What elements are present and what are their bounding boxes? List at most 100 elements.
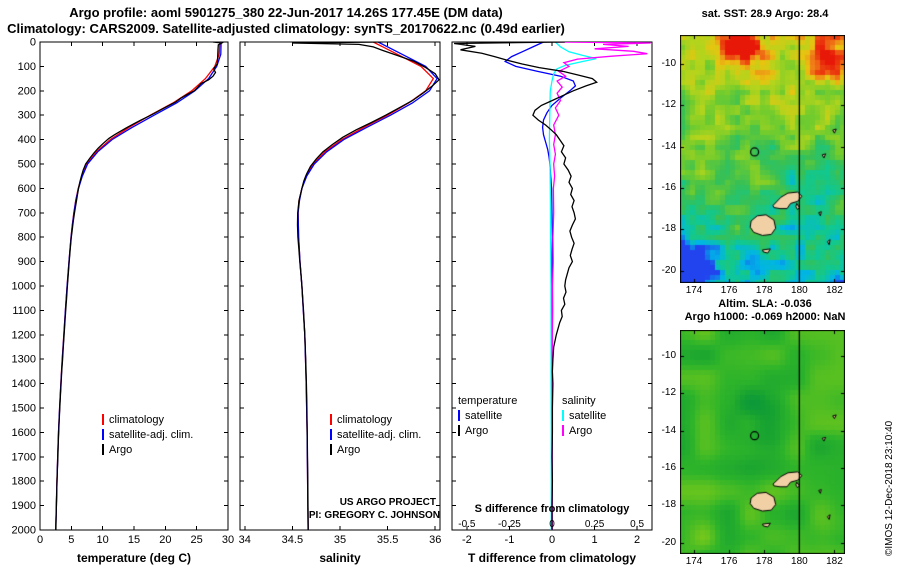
depth-tick-label: 800	[18, 232, 36, 244]
diff-legend-temperature-header: temperature	[458, 394, 518, 407]
legend-label: climatology	[337, 413, 393, 426]
argo-s-line-marker	[562, 425, 564, 436]
map-lat-tick-label: -14	[661, 424, 676, 436]
legend-item-satellite-t: satellite	[458, 408, 517, 423]
map-lat-tick-label: -18	[661, 223, 676, 235]
argo-line-marker	[330, 444, 332, 455]
pi-name-text: PI: GREGORY C. JOHNSON	[308, 510, 440, 521]
profile-line-argo-t	[454, 42, 598, 530]
diff-legend-salinity-header: salinity	[562, 394, 596, 407]
legend-label: Argo	[465, 424, 489, 437]
depth-tick-label: 1600	[12, 427, 36, 439]
depth-tick-label: 1300	[12, 354, 36, 366]
x-tick-label: 34	[239, 534, 251, 546]
figure-title-line1: Argo profile: aoml 5901275_380 22-Jun-20…	[69, 5, 503, 20]
legend-item-satellite-s: satellite	[562, 408, 606, 423]
series-group	[292, 42, 440, 530]
diff-legend-temperature: temperature satellite Argo	[458, 393, 517, 438]
depth-tick-label: 1100	[12, 305, 36, 317]
legend-item-argo: Argo	[330, 442, 421, 457]
legend-label: climatology	[109, 413, 165, 426]
sla-map-title-line2: Argo h1000: -0.069 h2000: NaN	[684, 311, 846, 323]
x-tick-label: 10	[97, 534, 109, 546]
s-tick-label: -0.25	[498, 519, 521, 530]
x-tick-label: 36	[429, 534, 441, 546]
depth-tick-label: 1500	[12, 403, 36, 415]
climatology-line-marker	[330, 414, 332, 425]
map-lat-tick-label: -16	[661, 181, 676, 193]
map-lat-tick-label: -14	[661, 140, 676, 152]
map-lat-tick-label: -10	[661, 350, 676, 362]
x-tick-label: 0	[37, 534, 43, 546]
salinity-axis-label: salinity	[319, 551, 361, 565]
legend-label: Argo	[109, 443, 133, 456]
map-lon-tick-label: 176	[720, 285, 738, 296]
map-lat-tick-label: -16	[661, 462, 676, 474]
x-tick-label: 0	[549, 534, 555, 546]
map-lon-tick-label: 180	[791, 556, 808, 567]
map-lon-tick-label: 178	[755, 556, 773, 567]
legend-label: satellite-adj. clim.	[109, 428, 194, 441]
depth-tick-label: 1700	[12, 451, 36, 463]
profile-line-argo-s	[551, 42, 651, 530]
profile-line-argo	[292, 42, 440, 530]
legend-item-satellite-clim: satellite-adj. clim.	[330, 427, 421, 442]
depth-tick-label: 1000	[12, 281, 36, 293]
map-lon-tick-label: 182	[826, 285, 843, 296]
sst-map-title: sat. SST: 28.9 Argo: 28.4	[701, 8, 829, 20]
figure-title-line2: Climatology: CARS2009. Satellite-adjuste…	[7, 21, 565, 36]
series-group	[454, 42, 651, 530]
sla-map-title-line1: Altim. SLA: -0.036	[718, 298, 812, 310]
sla-map	[680, 330, 845, 554]
s-tick-label: 0.5	[630, 519, 644, 530]
series-group	[55, 42, 224, 530]
x-tick-label: 5	[68, 534, 74, 546]
salinity-legend: climatology satellite-adj. clim. Argo	[330, 412, 421, 457]
sst-map	[680, 35, 845, 283]
s-tick-label: 0.25	[585, 519, 605, 530]
x-tick-label: -2	[462, 534, 472, 546]
depth-tick-label: 200	[18, 85, 36, 97]
x-tick-label: 1	[591, 534, 597, 546]
depth-tick-label: 2000	[12, 525, 36, 537]
profile-line-argo	[55, 42, 224, 530]
legend-item-climatology: climatology	[330, 412, 421, 427]
profile-line-satellite-s	[548, 42, 597, 530]
tdiff-axis-label: T difference from climatology	[467, 551, 637, 565]
map-lat-tick-label: -12	[661, 387, 676, 399]
depth-tick-label: 400	[18, 134, 36, 146]
imos-copyright-text: ©IMOS 12-Dec-2018 23:10:40	[884, 420, 895, 556]
x-tick-label: -1	[505, 534, 515, 546]
satellite-s-line-marker	[562, 410, 564, 421]
climatology-line-marker	[102, 414, 104, 425]
legend-item-satellite-clim: satellite-adj. clim.	[102, 427, 193, 442]
depth-tick-label: 1200	[12, 329, 36, 341]
x-tick-label: 2	[634, 534, 640, 546]
s-tick-label: -0.5	[458, 519, 476, 530]
temperature-legend: climatology satellite-adj. clim. Argo	[102, 412, 193, 457]
us-argo-project-text: US ARGO PROJECT	[339, 497, 436, 508]
temperature-axis-label: temperature (deg C)	[76, 551, 192, 565]
depth-tick-label: 100	[18, 61, 36, 73]
x-tick-label: 35	[334, 534, 346, 546]
depth-tick-label: 600	[18, 183, 36, 195]
depth-tick-label: 1800	[12, 476, 36, 488]
satellite-line-marker	[330, 429, 332, 440]
map-lon-tick-label: 174	[685, 285, 703, 296]
legend-item-argo: Argo	[102, 442, 193, 457]
legend-item-argo-t: Argo	[458, 423, 517, 438]
depth-tick-label: 0	[30, 37, 36, 49]
map-lon-tick-label: 174	[685, 556, 703, 567]
map-lon-tick-label: 182	[826, 556, 843, 567]
map-lat-tick-label: -10	[661, 57, 676, 69]
depth-tick-label: 1400	[12, 378, 36, 390]
x-tick-label: 20	[159, 534, 171, 546]
legend-label: satellite-adj. clim.	[337, 428, 422, 441]
map-lon-tick-label: 176	[720, 556, 738, 567]
s-tick-label: 0	[549, 519, 555, 530]
legend-label: Argo	[337, 443, 361, 456]
x-tick-label: 30	[222, 534, 234, 546]
x-tick-label: 34.5	[282, 534, 303, 546]
map-lat-tick-label: -20	[661, 536, 676, 548]
